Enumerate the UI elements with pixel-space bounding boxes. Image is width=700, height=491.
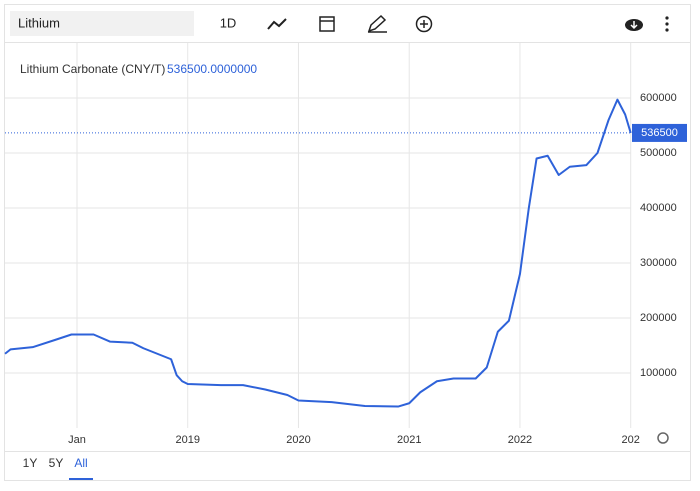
range-button[interactable]: 1Y [23, 456, 38, 470]
frame [4, 4, 691, 481]
y-tick-label: 200000 [640, 312, 677, 324]
x-tick-label: 202 [622, 434, 640, 446]
series-line [4, 98, 632, 408]
y-tick-label: 600000 [640, 92, 677, 104]
range-button[interactable]: 5Y [49, 456, 64, 470]
x-tick-label: 2019 [175, 434, 199, 446]
last-price-box [632, 123, 687, 142]
interval-button[interactable]: 1D [220, 15, 237, 30]
draw-icon[interactable] [367, 14, 387, 33]
y-tick-label: 400000 [640, 202, 677, 214]
y-tick-label: 500000 [640, 147, 677, 159]
x-tick-label: Jan [68, 434, 86, 446]
y-tick-label: 300000 [640, 257, 677, 269]
add-icon[interactable] [415, 15, 433, 33]
last-price-text: 536500.0000000 [167, 62, 257, 76]
range-button[interactable]: All [74, 456, 87, 470]
x-tick-label: 2022 [508, 434, 532, 446]
settings-icon[interactable] [657, 432, 669, 444]
last-price-label: 536500 [641, 127, 678, 139]
x-tick-label: 2020 [286, 434, 310, 446]
download-icon[interactable] [625, 19, 643, 31]
search-text[interactable]: Lithium [18, 15, 60, 30]
search-box[interactable] [10, 11, 194, 36]
series-title: Lithium Carbonate (CNY/T) [20, 62, 165, 76]
calendar-icon[interactable] [319, 16, 335, 32]
chart-type-icon[interactable] [267, 18, 287, 30]
y-tick-label: 100000 [640, 367, 677, 379]
x-tick-label: 2021 [397, 434, 421, 446]
menu-icon[interactable] [665, 16, 669, 32]
